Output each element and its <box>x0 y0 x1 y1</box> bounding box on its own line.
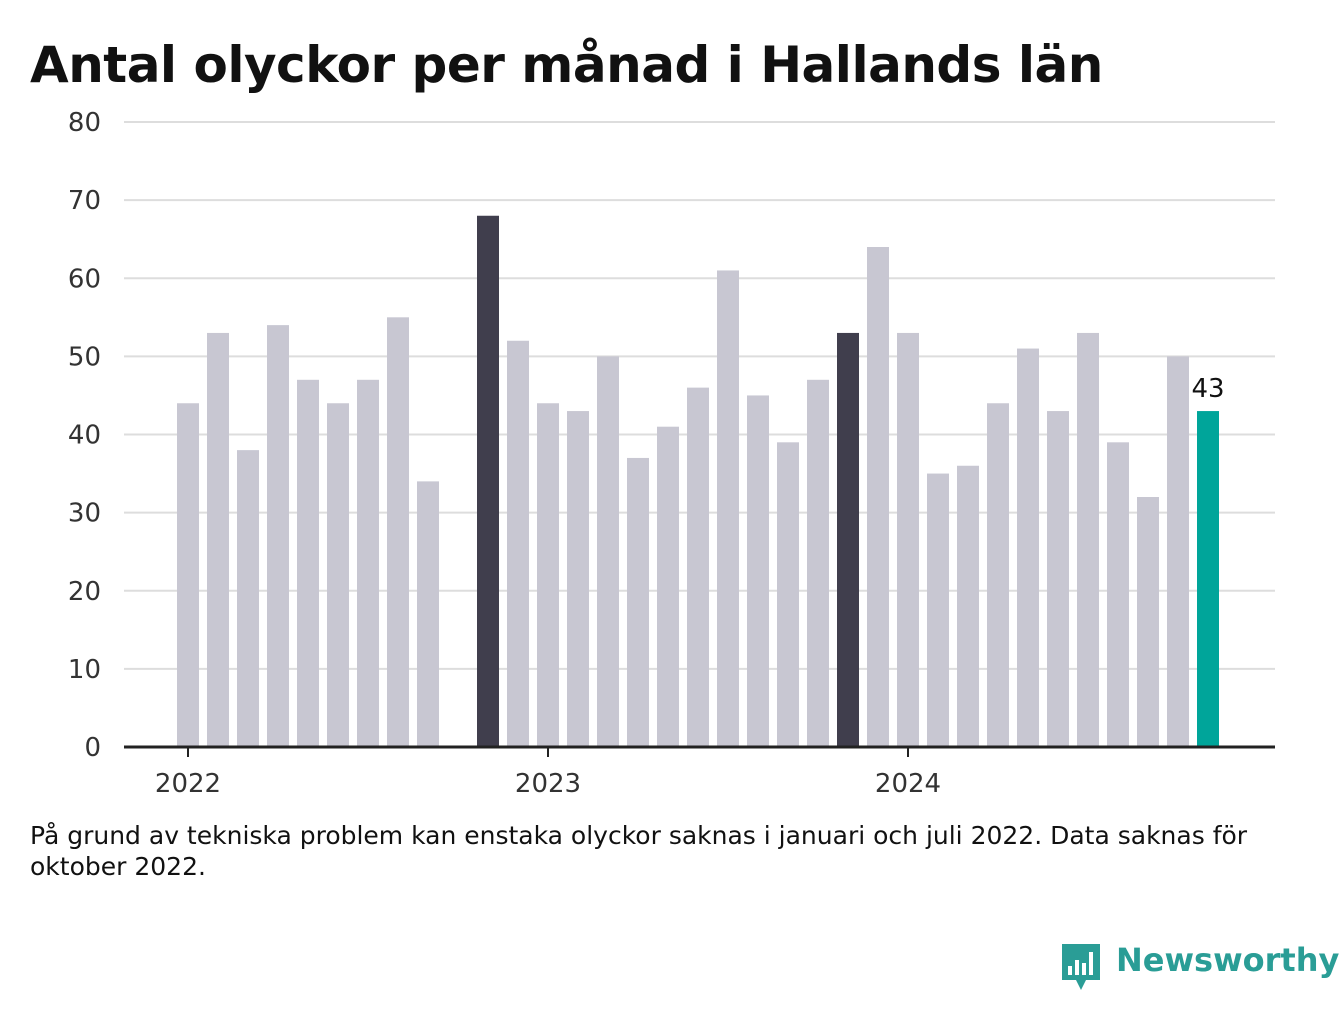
bar-2023-12 <box>867 247 889 747</box>
bar-2024-03 <box>957 465 979 747</box>
x-axis: 2022 2023 2024 <box>124 745 1275 799</box>
newsworthy-brand: Newsworthy <box>1060 938 1339 994</box>
bar-2024-10 <box>1167 356 1189 747</box>
bar-2023-08 <box>747 395 769 747</box>
bar-2022-08 <box>387 317 409 747</box>
bar-2023-02 <box>567 411 589 747</box>
bar-2022-07 <box>357 379 379 747</box>
newsworthy-logo-icon <box>1062 944 1100 990</box>
y-tick-label: 20 <box>68 577 101 607</box>
y-tick-label: 80 <box>68 108 101 138</box>
y-tick-label: 10 <box>68 655 101 685</box>
bar-2024-02 <box>927 473 949 747</box>
bar-2022-03 <box>237 450 259 747</box>
bar-2023-05 <box>657 426 679 747</box>
y-tick-label: 70 <box>68 186 101 216</box>
bar-2024-11 <box>1197 411 1219 747</box>
bar-2023-04 <box>627 457 649 747</box>
y-tick-label: 60 <box>68 264 101 294</box>
bar-2024-07 <box>1077 332 1099 747</box>
y-tick-label: 40 <box>68 421 101 451</box>
y-tick-label: 30 <box>68 499 101 529</box>
bar-2022-04 <box>267 325 289 747</box>
bar-2024-09 <box>1137 497 1159 747</box>
y-tick-label: 50 <box>68 342 101 372</box>
bar-2022-12 <box>507 340 529 747</box>
bar-2024-01 <box>897 332 919 747</box>
bar-2024-05 <box>1017 348 1039 747</box>
chart-title: Antal olyckor per månad i Hallands län <box>30 36 1103 94</box>
brand-name: Newsworthy <box>1116 941 1340 979</box>
bar-2023-03 <box>597 356 619 747</box>
x-tick-label: 2023 <box>515 769 581 799</box>
bar-2024-08 <box>1107 442 1129 747</box>
bar-2024-06 <box>1047 411 1069 747</box>
y-axis-tick-labels: 0 10 20 30 40 50 60 70 80 <box>68 108 101 763</box>
bars <box>177 215 1219 747</box>
bar-2023-01 <box>537 403 559 747</box>
bar-2022-11 <box>477 215 499 747</box>
bar-2022-01 <box>177 403 199 747</box>
bar-2022-06 <box>327 403 349 747</box>
data-labels: 43 <box>1189 372 1227 407</box>
bar-chart: 0 10 20 30 40 50 60 70 80 2022 2023 2024 43 <box>68 108 1275 799</box>
bar-2022-02 <box>207 332 229 747</box>
data-label: 43 <box>1191 374 1224 404</box>
bar-2024-04 <box>987 403 1009 747</box>
x-tick-label: 2022 <box>155 769 221 799</box>
x-tick-label: 2024 <box>875 769 941 799</box>
bar-2023-11 <box>837 332 859 747</box>
y-tick-label: 0 <box>84 733 101 763</box>
footnote: På grund av tekniska problem kan enstaka… <box>30 821 1248 881</box>
bar-2023-09 <box>777 442 799 747</box>
bar-2023-06 <box>687 387 709 747</box>
bar-2022-05 <box>297 379 319 747</box>
bar-2023-10 <box>807 379 829 747</box>
bar-2022-09 <box>417 481 439 747</box>
bar-2023-07 <box>717 270 739 747</box>
